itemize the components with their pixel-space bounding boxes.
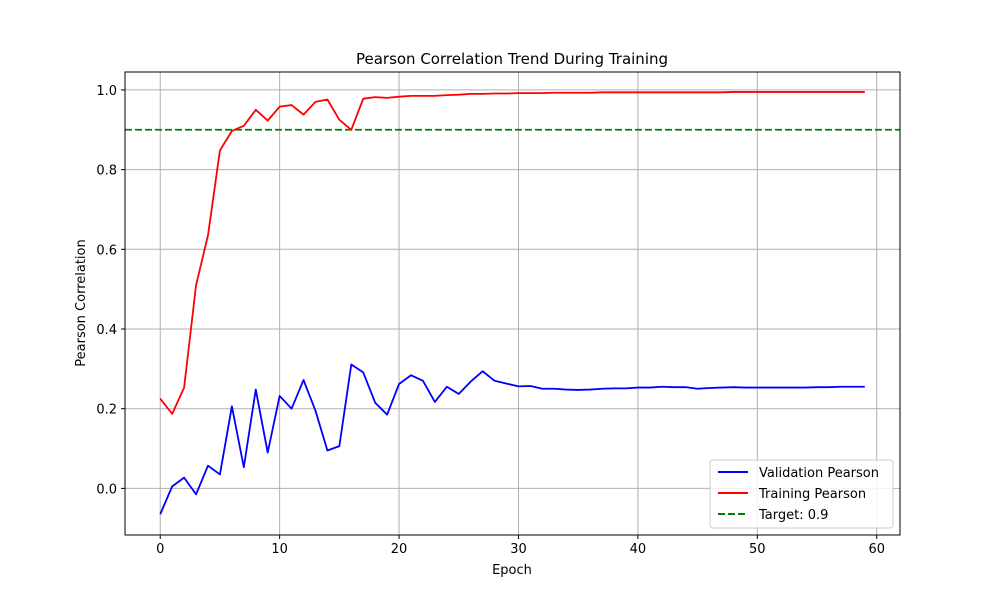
y-axis: 0.0 0.2 0.4 0.6 0.8 1.0 — [96, 84, 125, 497]
y-tick-label: 0.8 — [96, 164, 117, 179]
legend-label-training: Training Pearson — [758, 487, 866, 502]
legend: Validation Pearson Training Pearson Targ… — [709, 459, 894, 529]
x-tick-label: 30 — [510, 542, 527, 557]
y-tick-label: 0.2 — [96, 403, 117, 418]
x-tick-label: 10 — [271, 542, 288, 557]
x-tick-label: 0 — [156, 542, 164, 557]
y-axis-label: Pearson Correlation — [74, 239, 89, 366]
plot-frame — [124, 71, 901, 536]
x-tick-label: 60 — [868, 542, 885, 557]
y-tick-label: 0.6 — [96, 243, 117, 258]
x-tick-label: 20 — [391, 542, 408, 557]
x-axis-label: Epoch — [492, 563, 532, 578]
legend-label-validation: Validation Pearson — [759, 466, 879, 481]
series-line-training-pearson — [159, 91, 865, 415]
grid — [125, 72, 900, 535]
y-tick-label: 0.0 — [96, 482, 117, 497]
legend-label-target: Target: 0.9 — [758, 508, 828, 523]
series-line-validation-pearson — [159, 363, 865, 515]
x-tick-label: 50 — [749, 542, 766, 557]
x-axis: 0 10 20 30 40 50 60 — [156, 535, 885, 557]
legend-box — [709, 459, 894, 529]
x-tick-label: 40 — [630, 542, 647, 557]
y-tick-label: 0.4 — [96, 323, 117, 338]
plot-lines — [125, 91, 900, 515]
y-tick-label: 1.0 — [96, 84, 117, 99]
chart-title: Pearson Correlation Trend During Trainin… — [356, 50, 668, 68]
